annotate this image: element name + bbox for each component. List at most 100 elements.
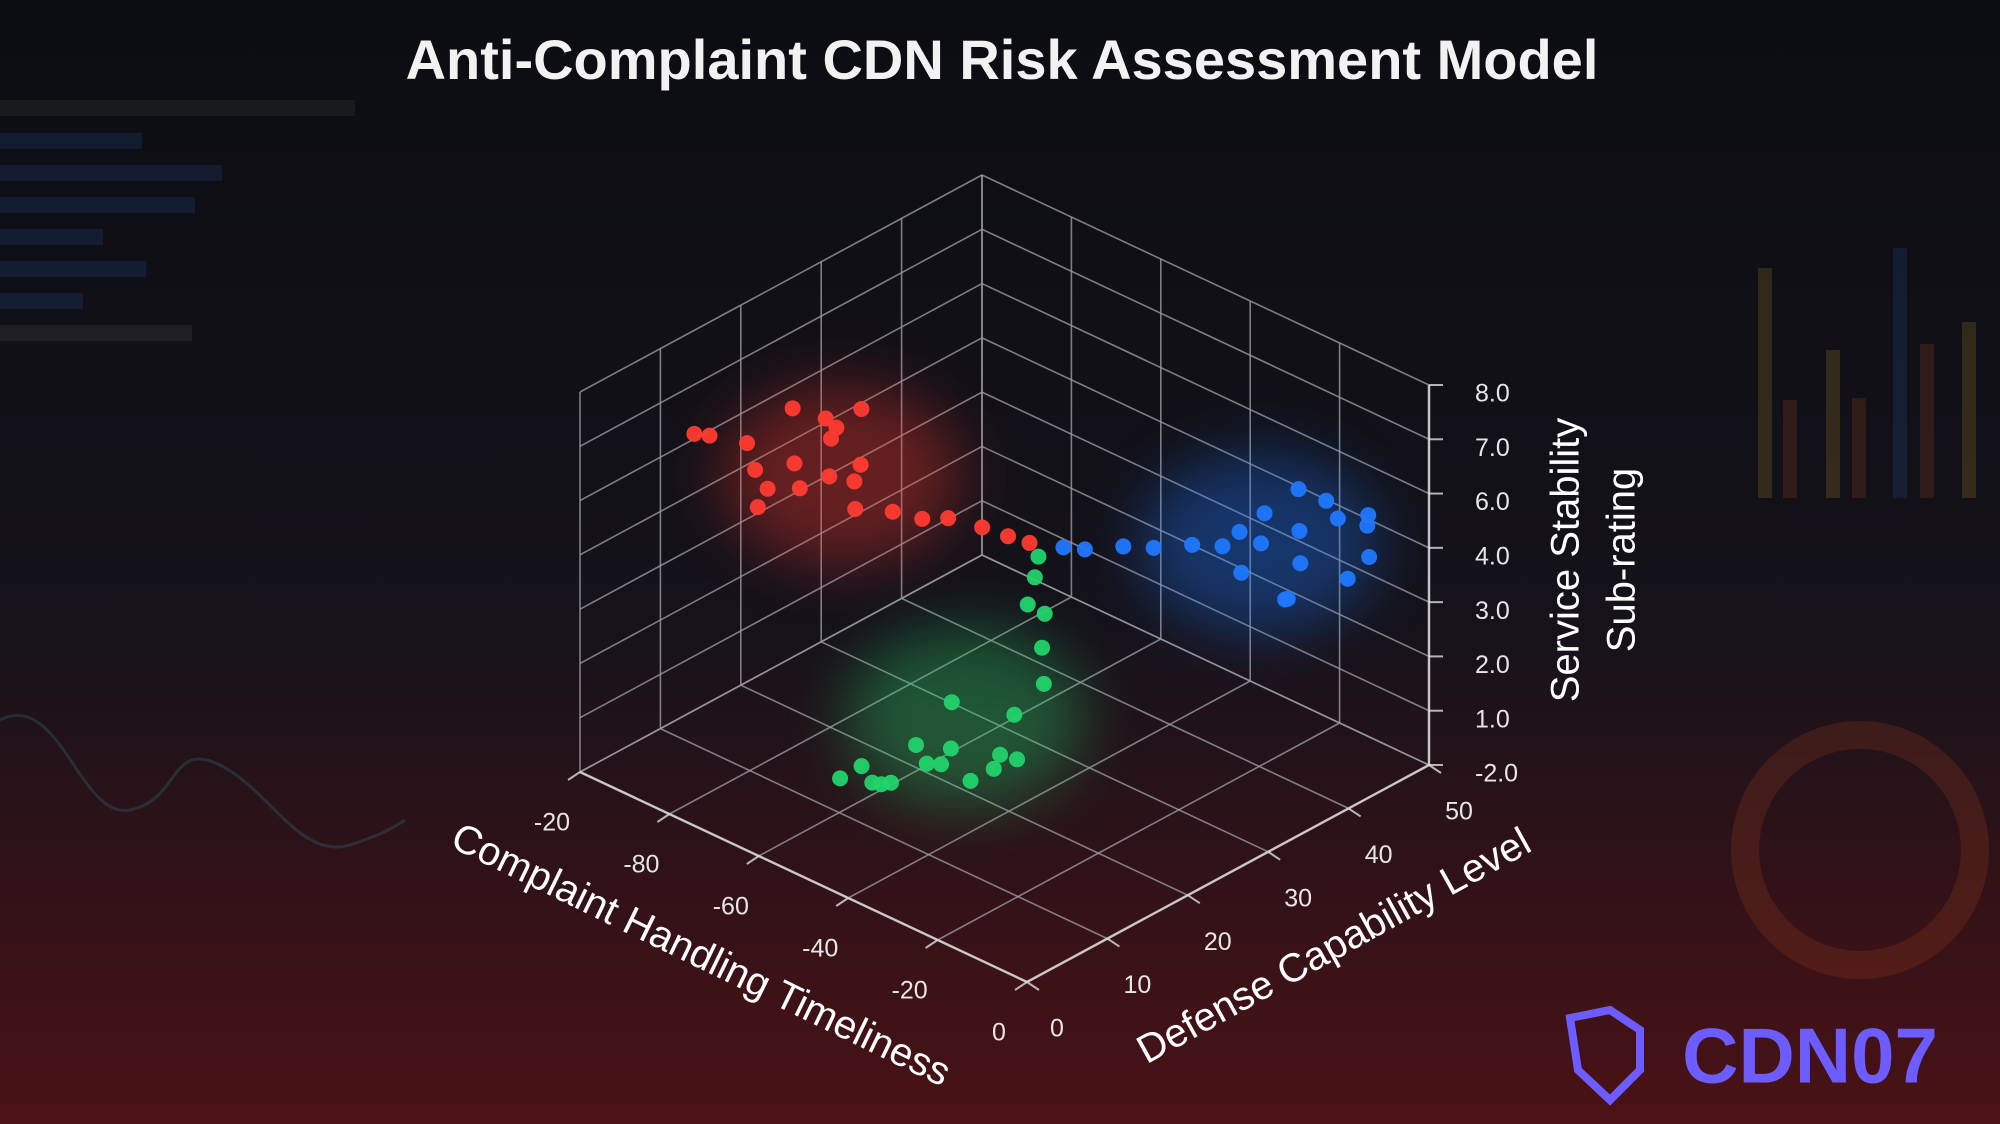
floor-grid-line	[847, 680, 1251, 899]
z-axis-title: Service Stability	[1544, 418, 1588, 703]
z-tick-label: 3.0	[1475, 597, 1510, 625]
point	[739, 435, 756, 452]
point	[1214, 538, 1231, 555]
point	[940, 510, 957, 527]
point	[1256, 505, 1273, 522]
x-tick-label: -80	[623, 851, 659, 879]
point	[821, 468, 838, 485]
wall-grid-line	[981, 174, 1430, 386]
y-tick-mark	[1267, 850, 1281, 861]
point	[914, 510, 931, 527]
point	[962, 772, 979, 789]
x-tick-label: -40	[802, 935, 838, 963]
wall-grid-line	[981, 554, 1430, 766]
x-tick-label: -60	[713, 893, 749, 921]
point	[832, 770, 849, 787]
y-tick-mark	[1187, 894, 1201, 905]
wall-grid-line	[579, 282, 983, 502]
x-tick-label: 0	[992, 1019, 1006, 1047]
point	[1339, 570, 1356, 587]
point	[852, 456, 869, 473]
y-tick-label: 40	[1365, 841, 1393, 869]
point	[1279, 590, 1296, 607]
floor-grid-line	[937, 722, 1340, 941]
y-tick-label: 20	[1204, 928, 1232, 956]
point	[1184, 536, 1201, 553]
grid-line	[660, 727, 1108, 940]
point	[784, 400, 801, 417]
point	[847, 500, 864, 517]
point	[1035, 675, 1052, 692]
point	[942, 740, 959, 757]
point	[1290, 481, 1307, 498]
point	[1318, 492, 1335, 509]
point	[1076, 541, 1093, 558]
x-tick-mark	[925, 939, 939, 949]
z-tick-label: 6.0	[1475, 488, 1510, 516]
point	[918, 755, 935, 772]
point	[1329, 510, 1346, 527]
x-tick-mark	[656, 813, 670, 823]
point	[1026, 569, 1043, 586]
y-tick-mark	[1106, 937, 1120, 948]
point	[992, 746, 1009, 763]
point	[1145, 539, 1162, 556]
y-tick-label: 10	[1123, 971, 1151, 999]
point	[1291, 522, 1308, 539]
y-tick-label: 50	[1445, 798, 1473, 826]
point	[1021, 534, 1038, 551]
point	[786, 455, 803, 472]
logo-text: CDN07	[1682, 1012, 1938, 1100]
logo-shield	[1565, 1005, 1644, 1106]
point	[1000, 528, 1017, 545]
point	[749, 499, 766, 516]
point	[701, 427, 718, 444]
y-tick-mark	[1348, 807, 1362, 818]
point	[853, 400, 870, 417]
point	[1115, 538, 1132, 555]
point	[1036, 605, 1053, 622]
point	[1361, 548, 1378, 565]
point	[1034, 639, 1051, 656]
point	[1019, 596, 1036, 613]
point	[884, 503, 901, 520]
point	[817, 410, 834, 427]
z-tick-label: 7.0	[1475, 434, 1510, 462]
y-tick-mark	[1026, 981, 1040, 991]
y-tick-label: 30	[1284, 884, 1312, 912]
background-dashboard	[0, 100, 1989, 979]
x-axis-line	[579, 770, 1028, 984]
point	[974, 519, 991, 536]
point	[908, 736, 925, 753]
x-tick-label: -20	[534, 809, 570, 837]
chart-title: Anti-Complaint CDN Risk Assessment Model	[406, 28, 1599, 91]
cluster-glow	[844, 628, 1085, 809]
y-tick-label: 0	[1050, 1015, 1064, 1043]
z-tick-label: 4.0	[1475, 542, 1510, 570]
wall-grid-line	[981, 228, 1430, 441]
wall-grid-line	[579, 174, 983, 393]
point	[686, 425, 703, 442]
point	[1055, 539, 1072, 556]
point	[1359, 517, 1376, 534]
wall-grid-line	[579, 554, 983, 773]
point	[933, 756, 950, 773]
point	[943, 694, 960, 711]
point	[985, 760, 1002, 777]
point	[873, 776, 890, 793]
point	[853, 758, 870, 775]
x-tick-mark	[835, 897, 849, 907]
point	[1006, 706, 1023, 723]
cluster-glow	[721, 384, 962, 565]
x-tick-label: -20	[892, 977, 928, 1005]
point	[1009, 751, 1026, 768]
point	[747, 461, 764, 478]
point	[1252, 535, 1269, 552]
point	[1233, 564, 1250, 581]
z-axis-title: Sub-rating	[1600, 468, 1644, 653]
z-tick-label: 8.0	[1475, 380, 1510, 408]
point	[1292, 555, 1309, 572]
